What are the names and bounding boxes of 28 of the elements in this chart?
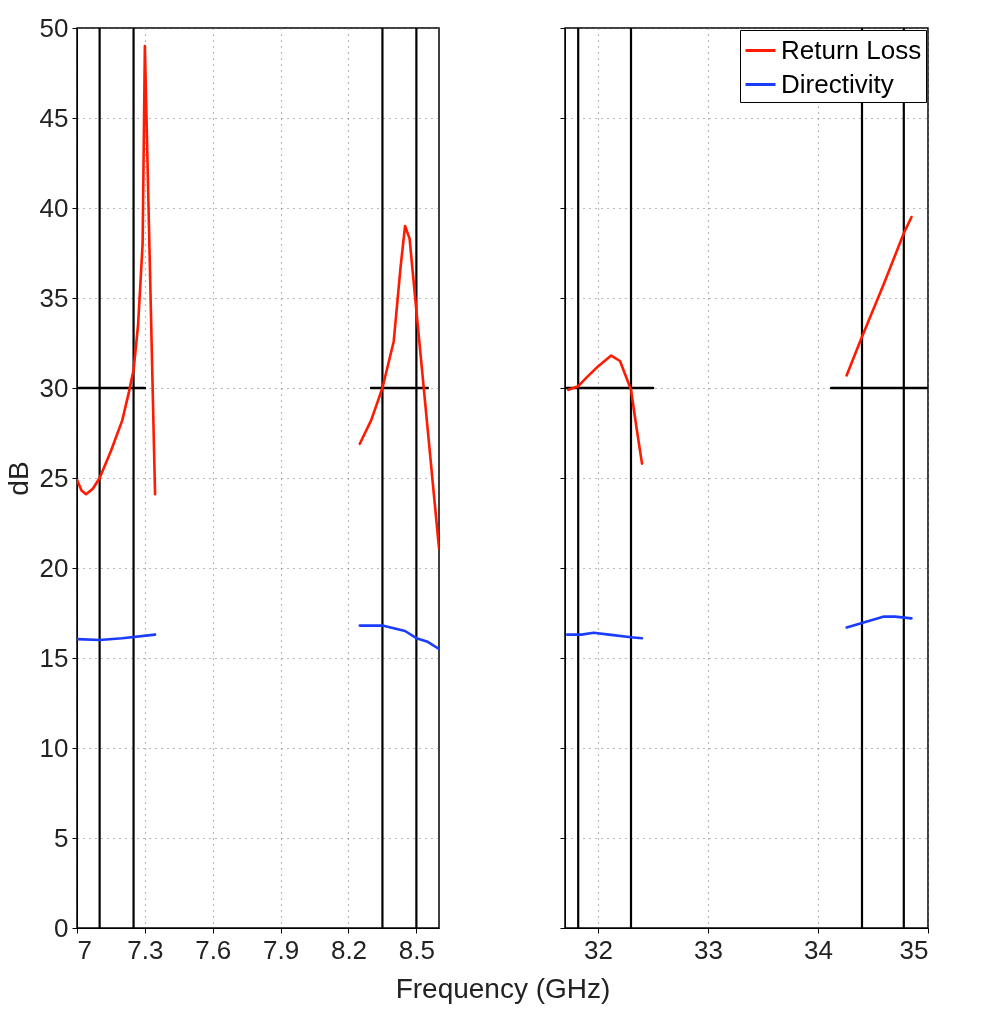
x-tick-label: 35 — [899, 934, 929, 965]
x-axis-title: Frequency (GHz) — [395, 972, 611, 1004]
y-axis-title: dB — [2, 461, 34, 496]
x-tick-label: 8.2 — [330, 934, 368, 965]
y-tick-label: 20 — [39, 552, 69, 583]
x-tick-label: 8.5 — [398, 934, 435, 965]
x-tick-label: 33 — [694, 934, 723, 965]
y-tick-label: 35 — [39, 282, 69, 313]
y-tick-label: 10 — [39, 732, 69, 763]
line-series — [77, 44, 157, 496]
x-tick-label: 7.9 — [263, 934, 300, 965]
legend-label: Directivity — [781, 68, 894, 99]
y-tick-label: 0 — [54, 912, 69, 943]
y-tick-label: 40 — [39, 192, 69, 223]
y-tick-label: 5 — [54, 822, 69, 853]
y-tick-label: 25 — [39, 462, 69, 493]
y-tick-label: 45 — [39, 102, 69, 133]
x-tick-label: 7 — [77, 934, 92, 965]
y-tick-label: 30 — [39, 372, 69, 403]
line-series — [358, 224, 439, 550]
x-tick-label: 34 — [804, 934, 833, 965]
y-tick-label: 50 — [39, 12, 69, 43]
x-tick-label: 32 — [584, 934, 613, 965]
x-tick-label: 7.3 — [127, 934, 164, 965]
legend-label: Return Loss — [781, 34, 922, 65]
line-series — [358, 624, 439, 651]
y-tick-label: 15 — [39, 642, 69, 673]
x-tick-label: 7.6 — [195, 934, 232, 965]
